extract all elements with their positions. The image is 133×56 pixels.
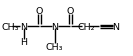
Text: CH₃: CH₃ (46, 42, 63, 51)
Text: CH₂: CH₂ (77, 22, 95, 31)
Text: H: H (21, 37, 28, 46)
Text: N: N (51, 22, 58, 31)
Text: N: N (112, 22, 119, 31)
Text: N: N (21, 22, 28, 31)
Text: CH₃: CH₃ (2, 22, 19, 31)
Text: O: O (67, 7, 74, 16)
Text: O: O (36, 7, 43, 16)
